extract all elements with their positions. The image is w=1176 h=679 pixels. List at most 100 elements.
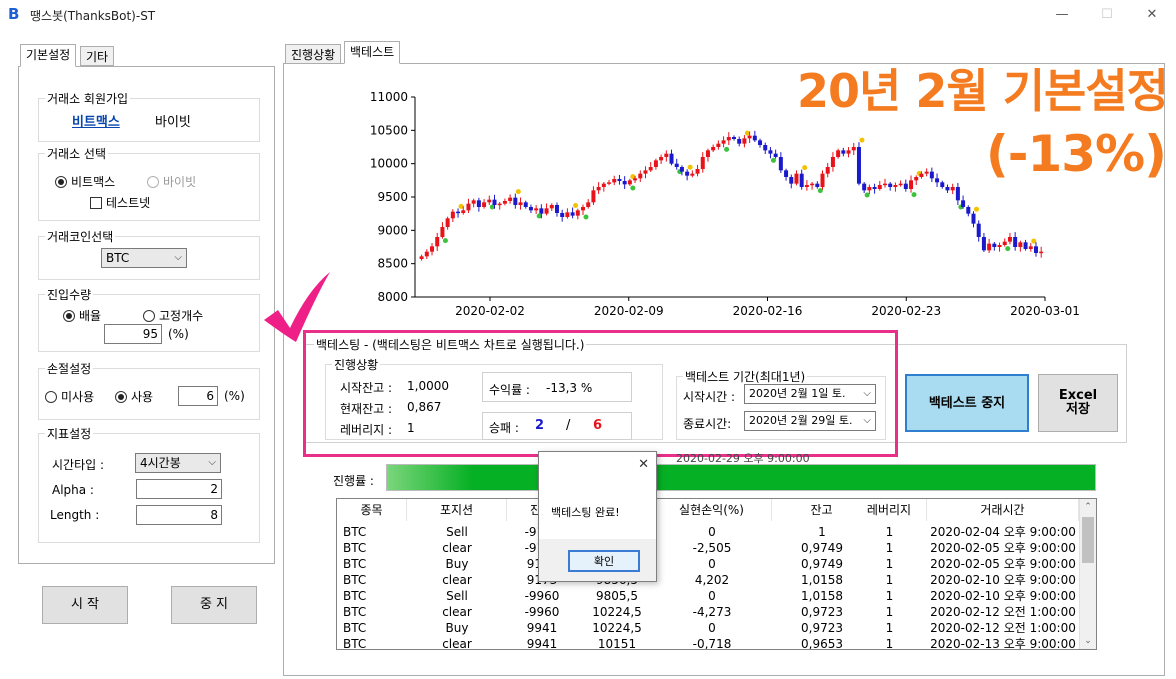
- excel-save-label-1: Excel: [1058, 388, 1098, 403]
- radio-bitmex[interactable]: 비트맥스: [55, 173, 115, 190]
- candle-body: [565, 212, 570, 217]
- profit-value: -13,3 %: [546, 381, 593, 395]
- candle-body: [778, 157, 783, 171]
- trade-table[interactable]: 종목포지션진입수실현손익(%)잔고레버리지거래시간BTCSell-9180011…: [336, 498, 1097, 650]
- candle-body: [882, 183, 887, 186]
- backtest-panel: [283, 63, 1165, 676]
- entry-qty-input[interactable]: 95: [104, 324, 162, 344]
- radio-stoploss-off[interactable]: 미사용: [45, 388, 94, 405]
- chevron-down-icon: ⌵: [208, 457, 216, 468]
- stop-loss-input[interactable]: 6: [178, 386, 218, 406]
- period-legend: 백테스트 기간(최대1년): [685, 370, 806, 384]
- candle-body: [898, 183, 903, 186]
- candle-body: [763, 145, 768, 151]
- scroll-up-icon[interactable]: ⌃: [1084, 502, 1092, 512]
- radio-fixed-count[interactable]: 고정개수: [143, 307, 203, 324]
- candle-body: [695, 169, 700, 174]
- candle-body: [862, 183, 867, 191]
- table-cell: Sell: [446, 589, 468, 603]
- maximize-button[interactable]: ☐: [1101, 7, 1113, 22]
- column-header[interactable]: 잔고: [772, 499, 872, 521]
- radio-bybit[interactable]: 바이빗: [147, 173, 196, 190]
- end-date-picker[interactable]: 2020년 2월 29일 토. ⌵: [744, 411, 876, 431]
- bybit-signup-link[interactable]: 바이빗: [155, 115, 191, 130]
- tab-basic-settings[interactable]: 기본설정: [20, 44, 77, 67]
- stop-backtest-button[interactable]: 백테스트 중지: [905, 374, 1029, 432]
- candle-body: [752, 135, 757, 141]
- table-cell: -9960: [524, 589, 560, 603]
- candle-body: [773, 153, 778, 157]
- start-date-picker[interactable]: 2020년 2월 1일 토. ⌵: [744, 384, 876, 404]
- timeframe-dropdown[interactable]: 4시간봉 ⌵: [135, 453, 221, 473]
- wins-value: 2: [535, 418, 545, 433]
- candle-body: [690, 173, 695, 176]
- scroll-down-icon[interactable]: ⌄: [1084, 636, 1092, 646]
- start-button[interactable]: 시 작: [42, 586, 128, 624]
- close-window-button[interactable]: ✕: [1146, 7, 1158, 22]
- candle-body: [815, 183, 820, 187]
- scroll-thumb[interactable]: [1082, 517, 1094, 563]
- coin-select-dropdown[interactable]: BTC ⌵: [101, 248, 187, 268]
- table-cell: BTC: [343, 637, 367, 650]
- tab-progress[interactable]: 진행상황: [285, 44, 342, 64]
- coin-select-group: 거래코인선택: [38, 228, 260, 280]
- dialog-ok-button[interactable]: 확인: [568, 550, 640, 572]
- table-scrollbar[interactable]: ⌃ ⌄: [1079, 499, 1096, 649]
- chevron-down-icon: ⌵: [174, 252, 182, 263]
- app-logo-icon: B: [8, 5, 20, 23]
- radio-stoploss-on[interactable]: 사용: [115, 388, 153, 405]
- coin-select-value: BTC: [106, 251, 130, 265]
- candle-body: [705, 150, 710, 157]
- candle-body: [794, 173, 799, 184]
- alpha-label: Alpha :: [52, 483, 94, 497]
- testnet-checkbox[interactable]: 테스트넷: [90, 194, 150, 211]
- column-header[interactable]: 포지션: [407, 499, 507, 521]
- minimize-button[interactable]: —: [1055, 7, 1069, 22]
- candle-body: [664, 153, 669, 157]
- column-header[interactable]: 거래시간: [927, 499, 1079, 521]
- tab-backtest[interactable]: 백테스트: [344, 41, 401, 64]
- candle-body: [502, 201, 507, 204]
- table-cell: 0: [708, 589, 716, 603]
- candle-body: [841, 150, 846, 154]
- radio-multiplier[interactable]: 배율: [63, 307, 101, 324]
- table-cell: 0,9723: [801, 621, 843, 635]
- stop-loss-group: 손절설정: [38, 360, 260, 420]
- table-cell: 0,9653: [801, 637, 843, 650]
- candle-body: [825, 167, 830, 174]
- candle-body: [747, 135, 752, 139]
- tab-etc[interactable]: 기타: [80, 46, 115, 66]
- trade-marker-buy: [536, 213, 542, 219]
- x-tick-label: 2020-02-09: [594, 304, 664, 318]
- price-chart: 11000 10500 10000 9500 9000 8500 8000 2020-02-0…: [370, 90, 1080, 318]
- candle-body: [971, 213, 976, 224]
- candle-body: [903, 183, 908, 189]
- trade-marker-sell: [630, 174, 636, 180]
- candle-body: [586, 202, 591, 207]
- progress-info-legend: 진행상황: [334, 358, 379, 372]
- progress-bar-fill: [387, 465, 1095, 490]
- alpha-input[interactable]: 2: [136, 479, 222, 499]
- exchange-select-group: 거래소 선택: [38, 145, 260, 221]
- candle-body: [508, 197, 513, 201]
- candle-body: [476, 200, 481, 207]
- candle-body: [997, 245, 1002, 247]
- candle-body: [596, 187, 601, 191]
- candle-body: [955, 187, 960, 201]
- bitmex-signup-link[interactable]: 비트맥스: [72, 115, 120, 130]
- column-header[interactable]: 실현손익(%): [652, 499, 772, 521]
- start-date-value: 2020년 2월 1일 토.: [749, 387, 846, 400]
- table-cell: 9941: [526, 621, 558, 635]
- stop-button[interactable]: 중 지: [171, 586, 257, 624]
- trade-marker-buy: [630, 185, 636, 191]
- length-input[interactable]: 8: [136, 505, 222, 525]
- dialog-close-button[interactable]: ✕: [638, 457, 649, 472]
- y-tick-label: 9000: [377, 223, 408, 237]
- title-bar: B 땡스봇(ThanksBot)-ST — ☐ ✕: [0, 0, 1176, 30]
- column-header[interactable]: 레버리지: [852, 499, 927, 521]
- trade-marker-buy: [770, 157, 776, 163]
- candle-body: [877, 185, 882, 189]
- excel-save-button[interactable]: Excel 저장: [1038, 374, 1118, 432]
- column-header[interactable]: 종목: [337, 499, 407, 521]
- table-cell: BTC: [343, 605, 367, 619]
